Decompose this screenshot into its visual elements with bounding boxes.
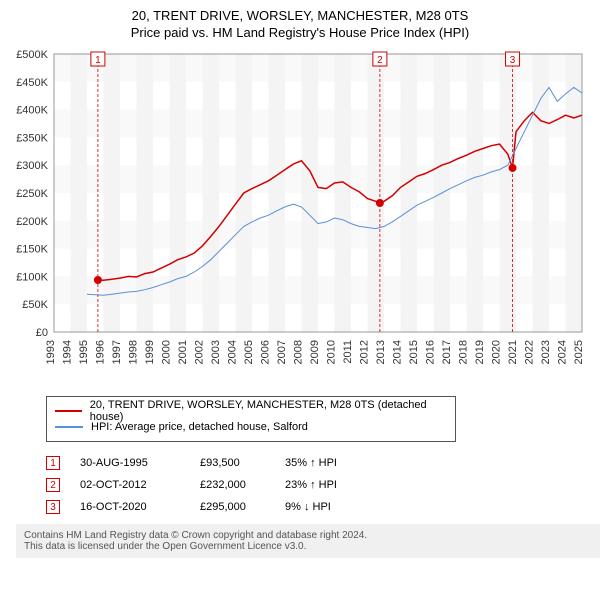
svg-text:2014: 2014 <box>392 340 404 364</box>
svg-text:3: 3 <box>510 55 516 66</box>
table-row: 1 30-AUG-1995 £93,500 35% ↑ HPI <box>46 452 592 474</box>
sale-delta: 35% ↑ HPI <box>285 457 375 469</box>
svg-text:1993: 1993 <box>45 340 57 364</box>
sale-badge-3: 3 <box>46 500 60 514</box>
svg-text:£350K: £350K <box>16 132 48 144</box>
svg-text:2025: 2025 <box>573 340 585 364</box>
legend-item-property: 20, TRENT DRIVE, WORSLEY, MANCHESTER, M2… <box>55 403 447 419</box>
svg-text:£0: £0 <box>36 327 48 339</box>
plot-area: £0 £50K £100K £150K £200K £250K £300K £350K £400… <box>8 48 592 388</box>
svg-text:1996: 1996 <box>95 340 107 364</box>
svg-text:2005: 2005 <box>243 340 255 364</box>
svg-text:£250K: £250K <box>16 188 48 200</box>
sale-delta: 9% ↓ HPI <box>285 501 375 513</box>
sale-date: 16-OCT-2020 <box>80 501 200 513</box>
svg-text:2010: 2010 <box>326 340 338 364</box>
footer-line1: Contains HM Land Registry data © Crown c… <box>24 530 592 541</box>
sale-date: 02-OCT-2012 <box>80 479 200 491</box>
legend-swatch-property <box>55 410 82 412</box>
sale-table: 1 30-AUG-1995 £93,500 35% ↑ HPI 2 02-OCT… <box>46 452 592 518</box>
svg-text:£100K: £100K <box>16 271 48 283</box>
sale-badge-1: 1 <box>46 456 60 470</box>
svg-text:2001: 2001 <box>177 340 189 364</box>
svg-text:1997: 1997 <box>111 340 123 364</box>
svg-text:2012: 2012 <box>359 340 371 364</box>
chart-container: 20, TRENT DRIVE, WORSLEY, MANCHESTER, M2… <box>0 0 600 558</box>
svg-text:1998: 1998 <box>128 340 140 364</box>
svg-text:2018: 2018 <box>458 340 470 364</box>
svg-text:2024: 2024 <box>557 340 569 364</box>
footer-line2: This data is licensed under the Open Gov… <box>24 541 592 552</box>
svg-text:2009: 2009 <box>309 340 321 364</box>
sale-price: £295,000 <box>200 501 285 513</box>
chart-title: 20, TRENT DRIVE, WORSLEY, MANCHESTER, M2… <box>8 8 592 40</box>
svg-text:2016: 2016 <box>425 340 437 364</box>
footer-attribution: Contains HM Land Registry data © Crown c… <box>16 524 600 558</box>
svg-text:£450K: £450K <box>16 77 48 89</box>
svg-text:2002: 2002 <box>194 340 206 364</box>
svg-text:2011: 2011 <box>342 340 354 364</box>
title-subtitle: Price paid vs. HM Land Registry's House … <box>8 25 592 40</box>
sale-price: £232,000 <box>200 479 285 491</box>
svg-text:2017: 2017 <box>441 340 453 364</box>
svg-text:2: 2 <box>377 55 383 66</box>
svg-text:2021: 2021 <box>507 340 519 364</box>
sale-date: 30-AUG-1995 <box>80 457 200 469</box>
svg-text:2022: 2022 <box>524 340 536 364</box>
plot-svg: £0 £50K £100K £150K £200K £250K £300K £350K £400… <box>8 48 592 388</box>
legend-label-property: 20, TRENT DRIVE, WORSLEY, MANCHESTER, M2… <box>90 399 447 423</box>
svg-text:£50K: £50K <box>22 299 48 311</box>
svg-text:£200K: £200K <box>16 216 48 228</box>
table-row: 2 02-OCT-2012 £232,000 23% ↑ HPI <box>46 474 592 496</box>
svg-text:2004: 2004 <box>227 340 239 364</box>
svg-text:1995: 1995 <box>78 340 90 364</box>
svg-text:1: 1 <box>95 55 101 66</box>
svg-text:2007: 2007 <box>276 340 288 364</box>
svg-text:£300K: £300K <box>16 160 48 172</box>
legend-label-hpi: HPI: Average price, detached house, Salf… <box>91 421 308 433</box>
svg-text:2015: 2015 <box>408 340 420 364</box>
sale-badge-2: 2 <box>46 478 60 492</box>
svg-text:2023: 2023 <box>540 340 552 364</box>
legend: 20, TRENT DRIVE, WORSLEY, MANCHESTER, M2… <box>46 396 456 442</box>
svg-text:2020: 2020 <box>491 340 503 364</box>
svg-text:2008: 2008 <box>293 340 305 364</box>
table-row: 3 16-OCT-2020 £295,000 9% ↓ HPI <box>46 496 592 518</box>
legend-swatch-hpi <box>55 426 83 428</box>
sale-delta: 23% ↑ HPI <box>285 479 375 491</box>
svg-text:£400K: £400K <box>16 105 48 117</box>
svg-text:1994: 1994 <box>62 340 74 364</box>
svg-text:2003: 2003 <box>210 340 222 364</box>
svg-text:2006: 2006 <box>260 340 272 364</box>
svg-text:£150K: £150K <box>16 244 48 256</box>
svg-text:1999: 1999 <box>144 340 156 364</box>
svg-text:2000: 2000 <box>161 340 173 364</box>
sale-price: £93,500 <box>200 457 285 469</box>
svg-text:2019: 2019 <box>474 340 486 364</box>
title-address: 20, TRENT DRIVE, WORSLEY, MANCHESTER, M2… <box>8 8 592 23</box>
svg-text:2013: 2013 <box>375 340 387 364</box>
svg-text:£500K: £500K <box>16 49 48 61</box>
